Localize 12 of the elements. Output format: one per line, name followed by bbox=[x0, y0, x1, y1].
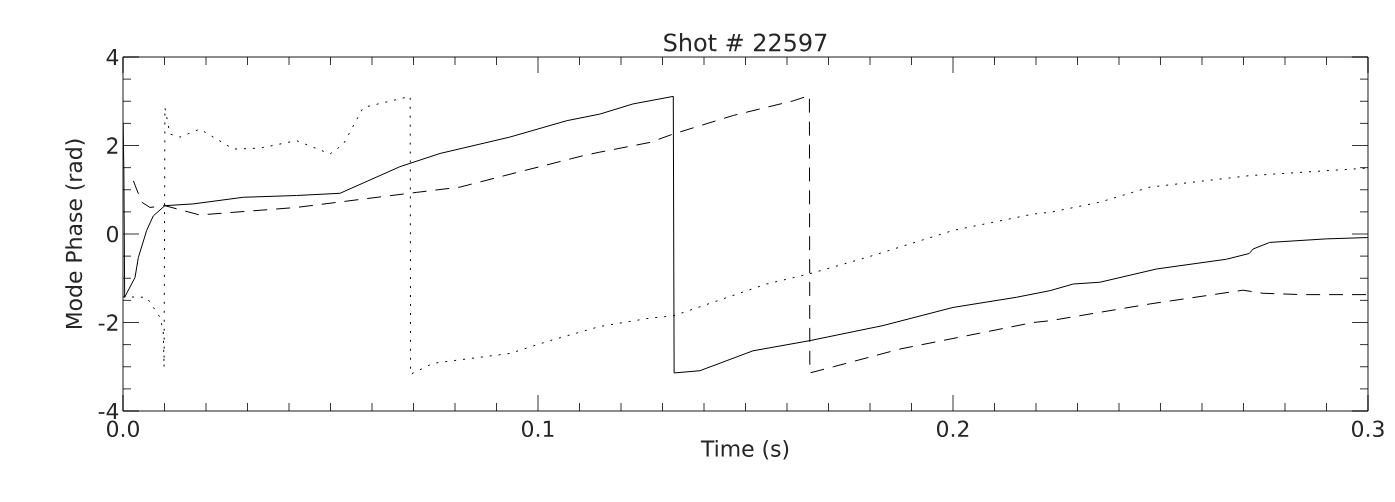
y-axis-title: Mode Phase (rad) bbox=[65, 139, 85, 329]
chart-title: Shot # 22597 bbox=[664, 33, 827, 52]
y-tick-label: 4 bbox=[106, 49, 119, 65]
x-tick-label: 0.0 bbox=[107, 420, 139, 438]
y-tick-label: 0 bbox=[106, 225, 119, 243]
x-tick-label: 0.2 bbox=[937, 420, 969, 438]
x-tick-label: 0.3 bbox=[1352, 420, 1384, 438]
x-axis-title: Time (s) bbox=[700, 439, 789, 460]
x-tick-label: 0.1 bbox=[522, 420, 554, 438]
y-tick-label: 2 bbox=[107, 137, 118, 154]
y-tick-label: -2 bbox=[98, 314, 118, 331]
y-tick-label: -4 bbox=[98, 403, 119, 419]
